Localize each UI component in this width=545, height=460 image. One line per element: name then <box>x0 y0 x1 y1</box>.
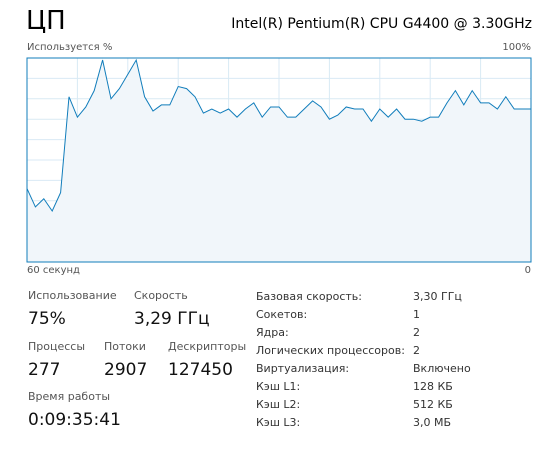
stat-label: Использование <box>28 289 117 302</box>
x-right-label: 0 <box>524 265 531 276</box>
stat-value: 75% <box>28 309 66 329</box>
stat-label: Время работы <box>28 390 111 403</box>
detail-value: 1 <box>413 308 420 321</box>
stat-label: Процессы <box>28 340 86 353</box>
detail-label: Кэш L2: <box>256 398 301 411</box>
y-label: Используется % <box>27 42 113 53</box>
stat-value: 2907 <box>104 360 148 380</box>
detail-value: 3,30 ГГц <box>413 290 462 303</box>
detail-label: Виртуализация: <box>256 362 350 375</box>
detail-label: Сокетов: <box>256 308 308 321</box>
detail-value: 2 <box>413 326 420 339</box>
detail-label: Кэш L3: <box>256 416 301 429</box>
cpu-name: Intel(R) Pentium(R) CPU G4400 @ 3.30GHz <box>231 16 532 32</box>
detail-value: 128 КБ <box>413 380 453 393</box>
stat-label: Потоки <box>104 340 146 353</box>
usage-area <box>27 60 531 262</box>
stat-value: 277 <box>28 360 61 380</box>
usage-line <box>26 58 531 213</box>
x-left-label: 60 секунд <box>27 265 80 276</box>
stat-label: Скорость <box>134 289 188 302</box>
stat-value: 0:09:35:41 <box>28 410 121 430</box>
detail-label: Ядра: <box>256 326 289 339</box>
detail-value: 2 <box>413 344 420 357</box>
detail-value: 512 КБ <box>413 398 453 411</box>
detail-label: Базовая скорость: <box>256 290 362 303</box>
stat-value: 3,29 ГГц <box>134 309 210 329</box>
graph-border <box>26 57 532 263</box>
detail-value: 3,0 МБ <box>413 416 452 429</box>
detail-label: Кэш L1: <box>256 380 301 393</box>
detail-value: Включено <box>413 362 471 375</box>
detail-label: Логических процессоров: <box>256 344 405 357</box>
stat-value: 127450 <box>168 360 233 380</box>
graph <box>26 57 532 263</box>
title: ЦП <box>26 6 66 36</box>
stat-label: Дескрипторы <box>168 340 247 353</box>
top-label: 100% <box>502 42 531 53</box>
